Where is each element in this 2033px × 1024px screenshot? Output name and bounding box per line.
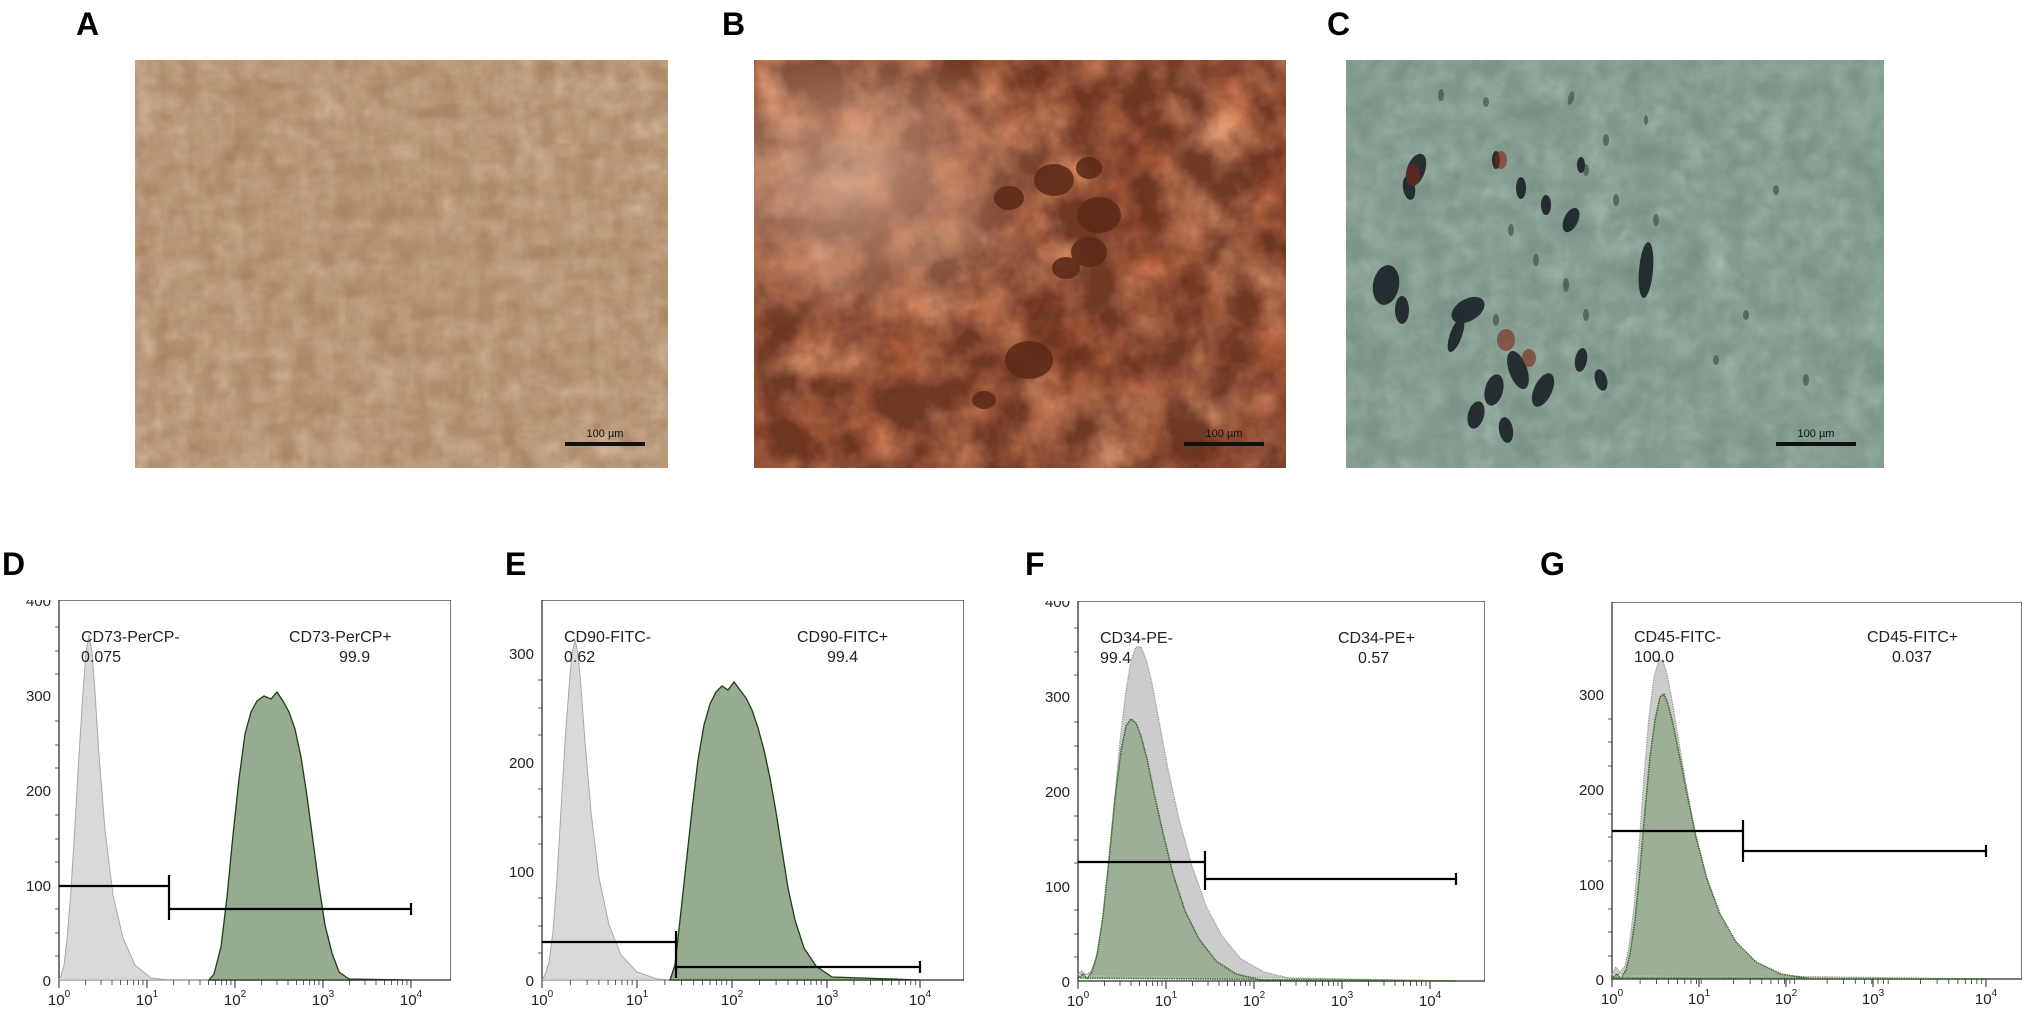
svg-text:CD45-FITC+: CD45-FITC+ — [1867, 629, 1958, 646]
svg-text:0.037: 0.037 — [1892, 649, 1932, 666]
svg-text:CD34-PE+: CD34-PE+ — [1338, 630, 1415, 647]
svg-text:102: 102 — [1243, 990, 1266, 1010]
svg-text:0: 0 — [43, 973, 51, 990]
svg-text:102: 102 — [1775, 988, 1798, 1008]
svg-text:101: 101 — [1155, 990, 1178, 1010]
svg-text:100: 100 — [1067, 990, 1090, 1010]
svg-text:104: 104 — [400, 989, 423, 1009]
svg-text:0: 0 — [1062, 974, 1070, 991]
svg-text:100: 100 — [48, 989, 71, 1009]
svg-text:CD73-PerCP-: CD73-PerCP- — [81, 629, 180, 646]
svg-text:101: 101 — [626, 989, 649, 1009]
svg-text:300: 300 — [26, 688, 51, 705]
svg-text:200: 200 — [1045, 784, 1070, 801]
svg-text:99.9: 99.9 — [339, 649, 370, 666]
svg-text:400: 400 — [26, 600, 51, 610]
svg-text:104: 104 — [1975, 988, 1998, 1008]
svg-text:100 µm: 100 µm — [587, 428, 624, 440]
svg-text:101: 101 — [136, 989, 159, 1009]
svg-text:100: 100 — [531, 989, 554, 1009]
svg-text:300: 300 — [1045, 689, 1070, 706]
svg-text:100 µm: 100 µm — [1798, 428, 1835, 440]
svg-text:102: 102 — [721, 989, 744, 1009]
svg-text:104: 104 — [1419, 990, 1442, 1010]
svg-text:200: 200 — [509, 755, 534, 772]
svg-text:300: 300 — [1579, 687, 1604, 704]
svg-text:100: 100 — [1601, 988, 1624, 1008]
svg-text:99.4: 99.4 — [1100, 650, 1131, 667]
svg-text:100: 100 — [1045, 879, 1070, 896]
svg-text:0.57: 0.57 — [1358, 650, 1389, 667]
svg-text:100.0: 100.0 — [1634, 649, 1674, 666]
svg-text:100 µm: 100 µm — [1206, 428, 1243, 440]
svg-text:103: 103 — [816, 989, 839, 1009]
svg-text:104: 104 — [909, 989, 932, 1009]
svg-text:200: 200 — [1579, 782, 1604, 799]
svg-text:300: 300 — [509, 646, 534, 663]
svg-text:0: 0 — [1596, 972, 1604, 989]
svg-text:103: 103 — [312, 989, 335, 1009]
svg-text:103: 103 — [1862, 988, 1885, 1008]
svg-text:400: 400 — [1045, 601, 1070, 611]
svg-text:0.075: 0.075 — [81, 649, 121, 666]
svg-text:CD90-FITC-: CD90-FITC- — [564, 629, 651, 646]
svg-text:103: 103 — [1331, 990, 1354, 1010]
svg-text:CD45-FITC-: CD45-FITC- — [1634, 629, 1721, 646]
svg-text:102: 102 — [224, 989, 247, 1009]
svg-text:100: 100 — [1579, 877, 1604, 894]
svg-text:CD90-FITC+: CD90-FITC+ — [797, 629, 888, 646]
svg-text:99.4: 99.4 — [827, 649, 858, 666]
svg-text:101: 101 — [1688, 988, 1711, 1008]
svg-text:100: 100 — [509, 864, 534, 881]
svg-text:CD34-PE-: CD34-PE- — [1100, 630, 1173, 647]
svg-text:0.62: 0.62 — [564, 649, 595, 666]
svg-text:200: 200 — [26, 783, 51, 800]
svg-text:0: 0 — [526, 973, 534, 990]
svg-text:100: 100 — [26, 878, 51, 895]
svg-text:CD73-PerCP+: CD73-PerCP+ — [289, 629, 392, 646]
